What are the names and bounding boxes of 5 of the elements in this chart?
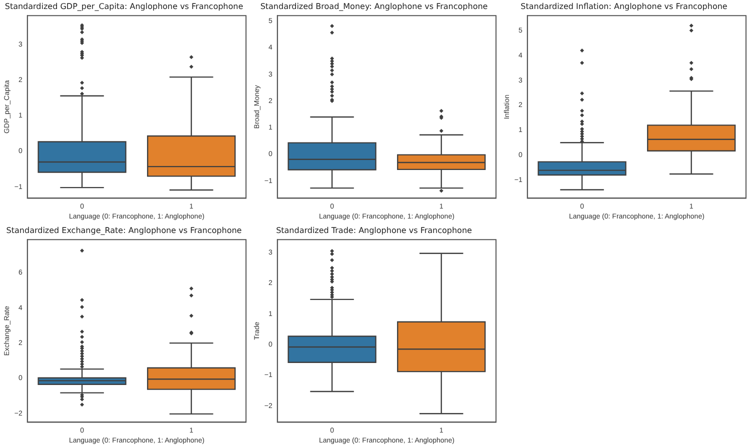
chart-title: Standardized GDP_per_Capita: Anglophone vs Francophone xyxy=(4,2,244,11)
chart-title: Standardized Inflation: Anglophone vs Francophone xyxy=(520,2,728,11)
chart-title: Standardized Trade: Anglophone vs Francophone xyxy=(276,226,472,235)
chart-title: Standardized Broad_Money: Anglophone vs Francophone xyxy=(260,2,488,11)
chart-title: Standardized Exchange_Rate: Anglophone vs Francophone xyxy=(6,226,242,235)
